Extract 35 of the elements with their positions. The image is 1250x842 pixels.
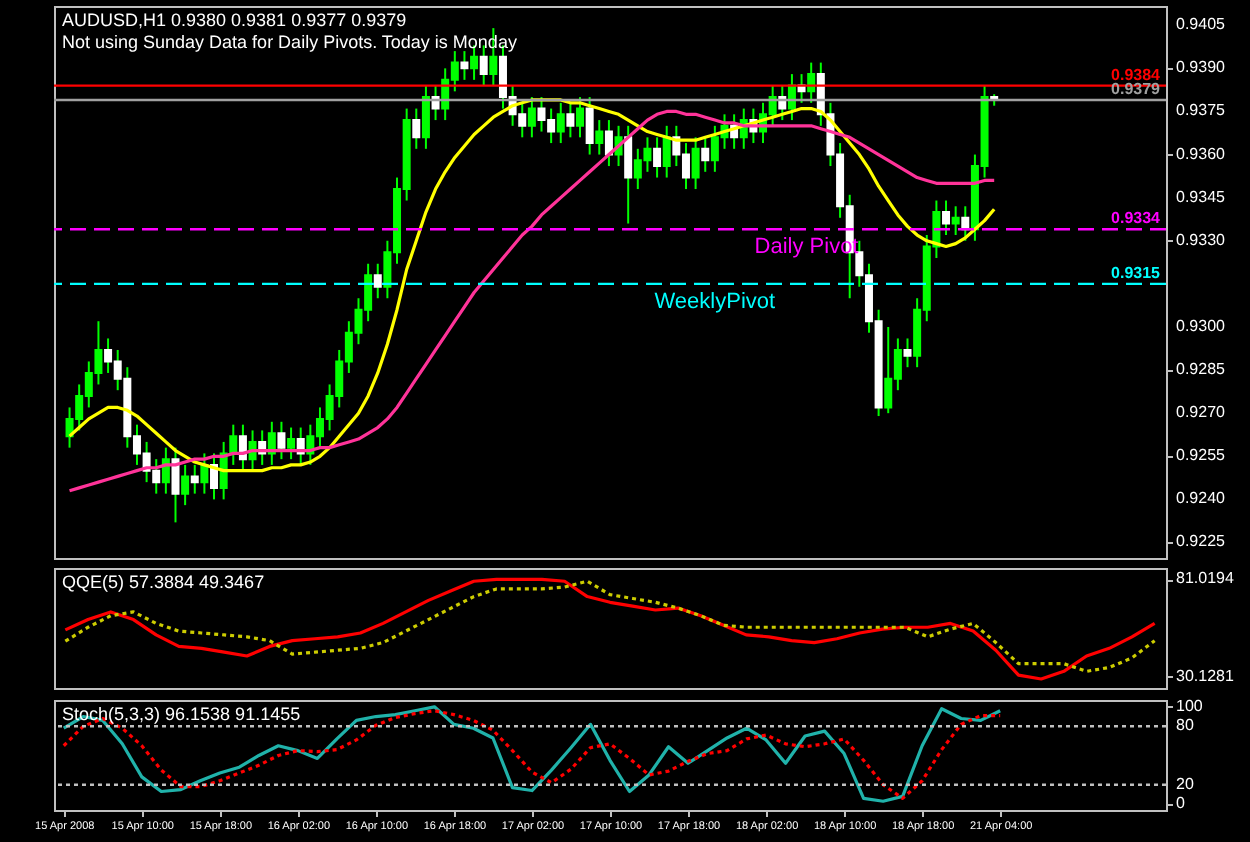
y-tick-label: 0.9240 [1176,489,1227,508]
y-tick-label: 20 [1176,774,1195,793]
y-tick-label: 0.9285 [1176,360,1227,379]
y-tick-label: 0.9225 [1176,532,1227,551]
y-tick-label: 0.9345 [1176,187,1227,206]
candlestick [951,205,960,237]
candlestick [287,426,296,461]
chart-title: Stoch(5,3,3) 96.1538 91.1455 [62,704,301,724]
candlestick [595,119,604,156]
text: 0.9315 [1111,263,1162,282]
y-tick-label: 0.9405 [1176,15,1227,34]
candlestick [181,463,190,507]
y-tick-label: 0.9375 [1176,101,1227,120]
y-tick-label: 30.1281 [1176,666,1235,685]
y-tick-label: 0.9300 [1176,316,1227,335]
candlestick [556,101,565,145]
y-tick-label: 80 [1176,716,1195,735]
y-tick-label: 0.9390 [1176,58,1227,77]
candlestick [691,136,700,191]
chart-title: AUDUSD,H1 0.9380 0.9381 0.9377 0.9379 [62,10,407,30]
y-tick-label: 0 [1176,794,1186,813]
y-tick-label: 0.9270 [1176,403,1227,422]
y-tick-label: 0.9360 [1176,144,1227,163]
candlestick [527,96,536,139]
candlestick [662,124,671,179]
chart-title: QQE(5) 57.3884 49.3467 [62,572,265,592]
candlestick [576,96,585,139]
y-tick-label: 0.9255 [1176,446,1227,465]
text: 0.9334 [1111,209,1162,228]
text: 0.9384 [1111,65,1162,84]
ref-line-label: WeeklyPivot [654,289,776,314]
y-tick-label: 81.0194 [1176,569,1235,588]
candlestick [421,84,430,150]
y-tick-label: 0.9330 [1176,230,1227,249]
y-tick-label: 100 [1176,696,1204,715]
